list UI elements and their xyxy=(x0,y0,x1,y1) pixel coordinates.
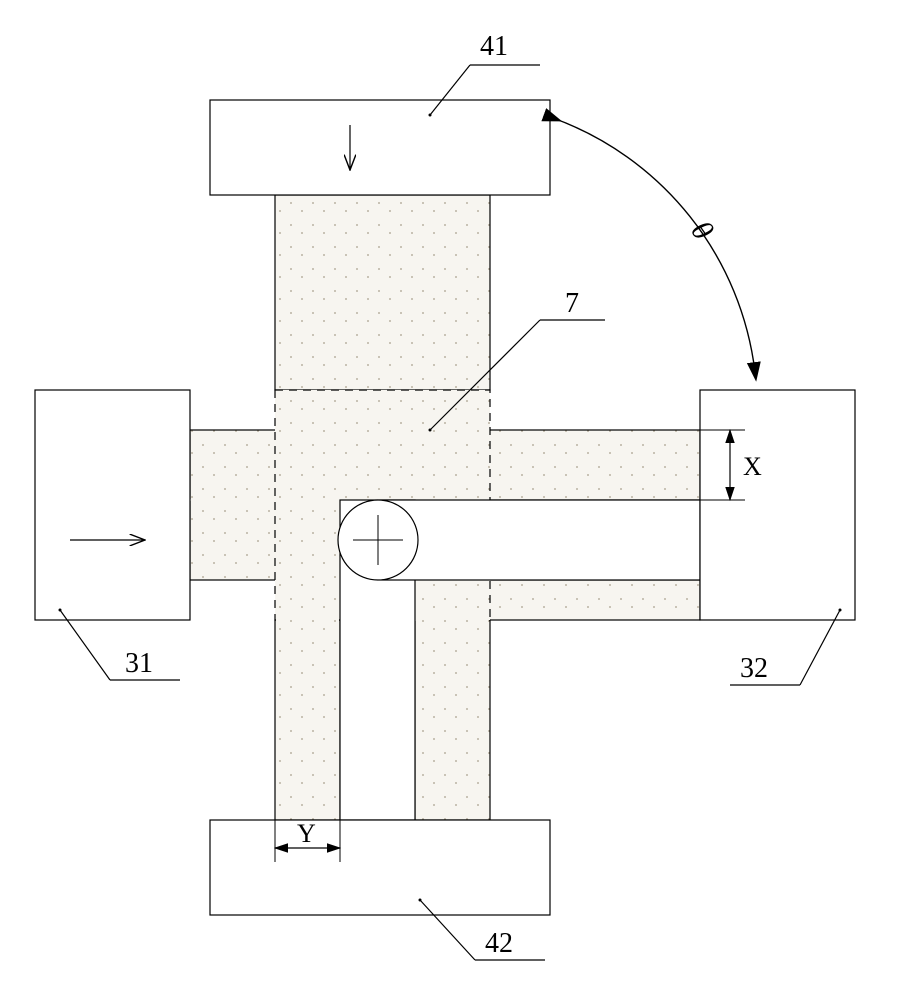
label-42: 42 xyxy=(485,928,513,959)
diagram-svg: X Y θ 41 42 31 32 xyxy=(0,0,901,1000)
block-31 xyxy=(35,390,190,620)
center-circle xyxy=(338,500,418,580)
block-32 xyxy=(700,390,855,620)
diagram-root: X Y θ 41 42 31 32 xyxy=(0,0,901,1000)
label-31: 31 xyxy=(125,648,153,679)
label-32: 32 xyxy=(740,653,768,684)
block-42 xyxy=(210,820,550,915)
block-41 xyxy=(210,100,550,195)
dim-x-label: X xyxy=(743,452,762,481)
dim-y-label: Y xyxy=(297,819,316,848)
label-7: 7 xyxy=(565,288,579,319)
angle-label: θ xyxy=(684,215,720,246)
label-41: 41 xyxy=(480,31,508,62)
angle-theta: θ xyxy=(553,118,755,372)
